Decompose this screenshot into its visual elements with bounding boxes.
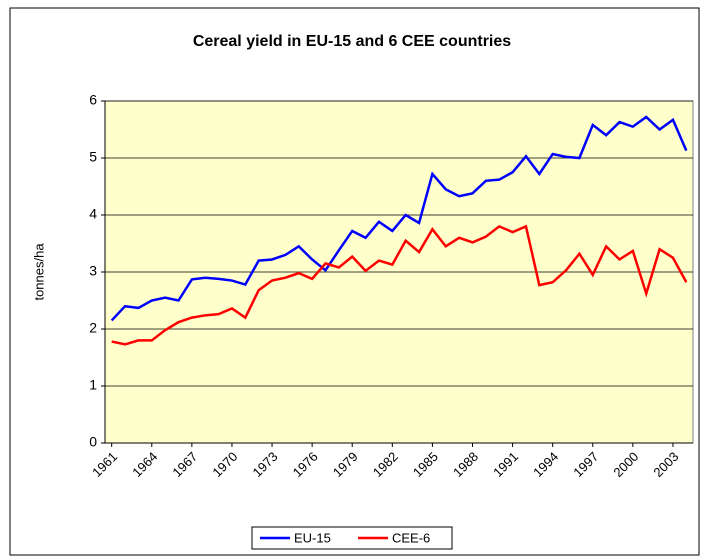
y-tick-label: 6 xyxy=(89,92,97,108)
y-tick-label: 1 xyxy=(89,377,97,393)
y-tick-label: 3 xyxy=(89,263,97,279)
y-axis-label: tonnes/ha xyxy=(31,243,46,301)
y-tick-label: 5 xyxy=(89,149,97,165)
legend-box xyxy=(251,526,453,550)
legend-label: EU-15 xyxy=(294,530,331,545)
chart-title: Cereal yield in EU-15 and 6 CEE countrie… xyxy=(193,33,511,50)
y-tick-label: 4 xyxy=(89,206,97,222)
legend-label: CEE-6 xyxy=(392,530,430,545)
y-tick-label: 2 xyxy=(89,320,97,336)
line-series xyxy=(111,224,688,346)
y-tick-label: 0 xyxy=(89,434,97,450)
line-series xyxy=(110,115,688,322)
